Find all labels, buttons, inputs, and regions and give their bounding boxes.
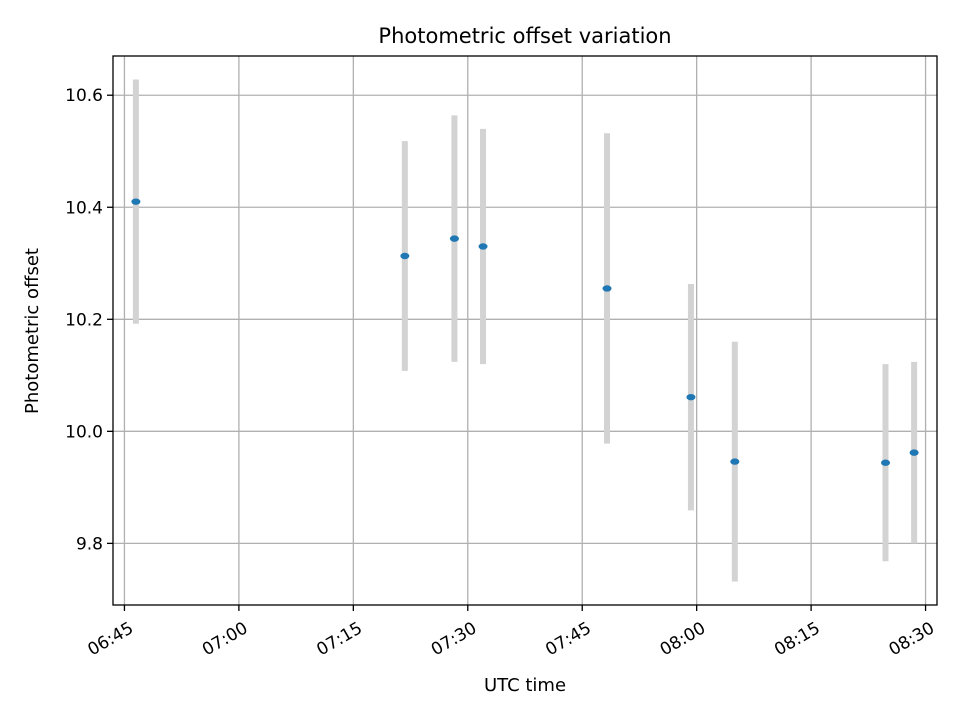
data-point	[449, 235, 459, 242]
chart-title: Photometric offset variation	[378, 24, 671, 48]
y-tick-label: 10.2	[65, 310, 103, 330]
data-point	[478, 243, 488, 250]
data-point	[909, 449, 919, 456]
x-tick-label: 07:30	[428, 618, 480, 660]
data-point	[131, 198, 141, 205]
error-bars	[132, 79, 918, 582]
data-point	[602, 285, 612, 292]
data-point	[730, 458, 740, 465]
y-tick-label: 10.4	[65, 198, 103, 218]
grid	[113, 56, 937, 605]
y-tick-label: 10.0	[65, 422, 103, 442]
data-point	[881, 459, 890, 466]
x-axis-ticks: 06:45 07:00 07:15 07:30 07:45 08:00 08:15 08:30	[85, 605, 938, 660]
data-point	[400, 252, 410, 260]
y-axis-label: Photometric offset	[22, 248, 43, 414]
data-point	[686, 393, 696, 401]
x-tick-label: 06:45	[85, 618, 137, 660]
x-tick-label: 07:00	[199, 618, 251, 660]
y-tick-label: 9.8	[76, 534, 103, 554]
x-tick-label: 08:30	[886, 618, 938, 660]
x-tick-label: 08:15	[771, 618, 823, 660]
y-tick-label: 10.6	[65, 86, 103, 106]
x-axis-label: UTC time	[484, 675, 566, 696]
y-axis-ticks: 9.8 10.0 10.2 10.4 10.6	[65, 86, 113, 554]
data-points	[131, 198, 919, 466]
x-tick-label: 07:45	[542, 618, 594, 660]
x-tick-label: 08:00	[657, 618, 709, 660]
plot-area	[112, 55, 938, 606]
x-tick-label: 07:15	[313, 618, 365, 660]
